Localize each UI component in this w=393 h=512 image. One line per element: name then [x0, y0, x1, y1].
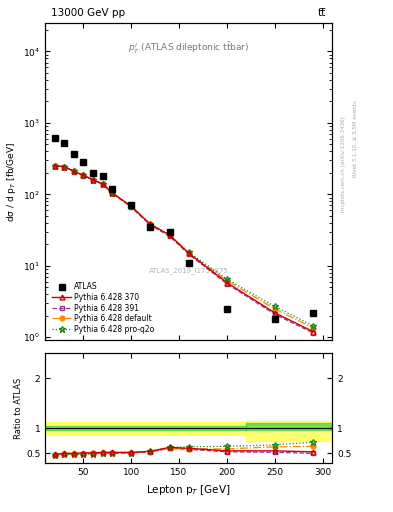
Pythia 6.428 370 — [110, 190, 114, 196]
Text: mcplots.cern.ch [arXiv:1306.3436]: mcplots.cern.ch [arXiv:1306.3436] — [342, 116, 346, 211]
Text: tt̅: tt̅ — [318, 8, 326, 18]
Pythia 6.428 391 — [110, 190, 114, 197]
Line: Pythia 6.428 default: Pythia 6.428 default — [52, 163, 316, 330]
ATLAS — [129, 202, 134, 208]
Pythia 6.428 391 — [186, 251, 191, 258]
Pythia 6.428 391 — [62, 164, 67, 170]
Y-axis label: Ratio to ATLAS: Ratio to ATLAS — [14, 378, 23, 439]
Pythia 6.428 pro-q2o — [186, 249, 191, 255]
Line: ATLAS: ATLAS — [51, 135, 316, 322]
Pythia 6.428 default — [272, 306, 277, 312]
Pythia 6.428 default — [129, 203, 134, 209]
Pythia 6.428 391 — [224, 281, 229, 287]
Pythia 6.428 pro-q2o — [310, 323, 315, 329]
Pythia 6.428 370 — [272, 310, 277, 316]
Pythia 6.428 pro-q2o — [272, 303, 277, 309]
ATLAS — [148, 224, 153, 230]
Pythia 6.428 pro-q2o — [224, 276, 229, 282]
Pythia 6.428 370 — [91, 177, 95, 183]
Pythia 6.428 370 — [310, 329, 315, 335]
Pythia 6.428 370 — [129, 203, 134, 209]
Pythia 6.428 370 — [62, 163, 67, 169]
ATLAS — [110, 186, 114, 192]
ATLAS — [167, 229, 172, 235]
Pythia 6.428 370 — [100, 181, 105, 187]
ATLAS — [81, 159, 86, 165]
Pythia 6.428 370 — [167, 232, 172, 238]
Pythia 6.428 391 — [129, 204, 134, 210]
Pythia 6.428 default — [100, 181, 105, 187]
Text: 13000 GeV pp: 13000 GeV pp — [51, 8, 125, 18]
Pythia 6.428 370 — [72, 168, 76, 175]
ATLAS — [91, 170, 95, 176]
ATLAS — [100, 173, 105, 179]
Text: Rivet 3.1.10, ≥ 3.5M events: Rivet 3.1.10, ≥ 3.5M events — [353, 100, 358, 177]
Pythia 6.428 default — [110, 190, 114, 196]
Pythia 6.428 370 — [186, 250, 191, 257]
Pythia 6.428 370 — [52, 163, 57, 169]
Pythia 6.428 default — [186, 250, 191, 257]
Pythia 6.428 391 — [310, 330, 315, 336]
Pythia 6.428 default — [81, 172, 86, 178]
Pythia 6.428 default — [52, 163, 57, 169]
ATLAS — [272, 316, 277, 322]
Pythia 6.428 pro-q2o — [81, 172, 86, 178]
ATLAS — [72, 151, 76, 157]
Pythia 6.428 default — [72, 168, 76, 175]
Line: Pythia 6.428 pro-q2o: Pythia 6.428 pro-q2o — [51, 163, 316, 329]
Pythia 6.428 pro-q2o — [62, 163, 67, 169]
Pythia 6.428 pro-q2o — [148, 221, 153, 227]
Pythia 6.428 pro-q2o — [72, 168, 76, 175]
Pythia 6.428 391 — [81, 173, 86, 179]
Line: Pythia 6.428 370: Pythia 6.428 370 — [52, 163, 316, 334]
Pythia 6.428 391 — [272, 311, 277, 317]
Pythia 6.428 default — [224, 278, 229, 284]
Pythia 6.428 default — [62, 163, 67, 169]
Legend: ATLAS, Pythia 6.428 370, Pythia 6.428 391, Pythia 6.428 default, Pythia 6.428 pr: ATLAS, Pythia 6.428 370, Pythia 6.428 39… — [49, 280, 158, 337]
ATLAS — [62, 140, 67, 146]
Pythia 6.428 391 — [72, 168, 76, 175]
ATLAS — [186, 260, 191, 266]
X-axis label: Lepton p$_{T}$ [GeV]: Lepton p$_{T}$ [GeV] — [146, 483, 231, 497]
Pythia 6.428 pro-q2o — [129, 203, 134, 209]
Pythia 6.428 pro-q2o — [100, 181, 105, 187]
Pythia 6.428 default — [167, 232, 172, 238]
ATLAS — [224, 306, 229, 312]
Pythia 6.428 default — [310, 325, 315, 331]
Line: Pythia 6.428 391: Pythia 6.428 391 — [52, 164, 316, 335]
Pythia 6.428 370 — [224, 280, 229, 286]
Pythia 6.428 pro-q2o — [52, 163, 57, 169]
ATLAS — [310, 310, 315, 316]
Pythia 6.428 391 — [167, 233, 172, 239]
Text: ATLAS_2019_I1759875: ATLAS_2019_I1759875 — [149, 267, 228, 274]
Pythia 6.428 391 — [52, 163, 57, 169]
Pythia 6.428 370 — [81, 172, 86, 178]
ATLAS — [52, 135, 57, 141]
Y-axis label: dσ / d p$_{T}$ [fb/GeV]: dσ / d p$_{T}$ [fb/GeV] — [5, 142, 18, 222]
Pythia 6.428 default — [148, 221, 153, 227]
Pythia 6.428 391 — [91, 177, 95, 183]
Pythia 6.428 pro-q2o — [167, 232, 172, 238]
Text: $p_T^l$ (ATLAS dileptonic t$\bar{\rm t}$bar): $p_T^l$ (ATLAS dileptonic t$\bar{\rm t}$… — [128, 40, 249, 56]
Pythia 6.428 391 — [148, 222, 153, 228]
Pythia 6.428 391 — [100, 181, 105, 187]
Pythia 6.428 default — [91, 177, 95, 183]
Pythia 6.428 pro-q2o — [110, 190, 114, 196]
Pythia 6.428 370 — [148, 221, 153, 227]
Pythia 6.428 pro-q2o — [91, 177, 95, 183]
